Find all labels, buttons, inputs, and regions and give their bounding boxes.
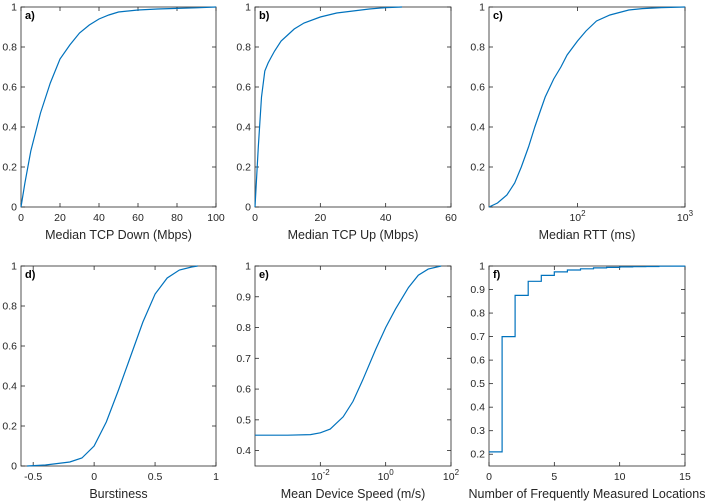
axes-box xyxy=(488,6,686,208)
x-axis-label: Median RTT (ms) xyxy=(539,228,636,242)
y-tick-label: 0.3 xyxy=(470,425,485,437)
y-tick-label: 0.8 xyxy=(236,42,251,54)
y-tick-label: 0.2 xyxy=(2,421,17,433)
x-tick-label: 40 xyxy=(93,212,105,224)
y-tick-label: 0.9 xyxy=(470,284,485,296)
axes-box xyxy=(20,265,217,467)
x-tick-label: 0 xyxy=(252,212,258,224)
x-tick-label: 100 xyxy=(207,212,225,224)
x-tick-label: 80 xyxy=(171,212,183,224)
y-tick-label: 0.8 xyxy=(470,42,485,54)
panel-letter-label: f) xyxy=(493,269,501,281)
y-tick-label: 0.4 xyxy=(470,122,485,134)
x-tick-label: 5 xyxy=(551,471,557,483)
y-tick-label: 0.5 xyxy=(470,378,485,390)
x-tick-label: 40 xyxy=(380,212,392,224)
panel-d: 0 0.2 0.4 0.6 0.8 1 -0.5 0 0.5 1 Burstiness d) xyxy=(2,261,219,502)
x-tick-label: 60 xyxy=(132,212,144,224)
y-tick-label: 1 xyxy=(245,261,251,273)
y-tick-label: 0.2 xyxy=(2,162,17,174)
panel-letter-label: d) xyxy=(25,269,36,281)
cdf-curve xyxy=(488,6,686,208)
panel-b: 0 0.2 0.4 0.6 0.8 1 0 20 40 60 Median TCP Up (Mbps… xyxy=(236,2,457,243)
cdf-curve xyxy=(489,265,686,453)
x-axis-label: Median TCP Up (Mbps) xyxy=(288,228,419,242)
y-tick-label: 0.7 xyxy=(236,353,251,365)
y-tick-label: 0.8 xyxy=(2,301,17,313)
x-axis-label: Number of Frequently Measured Locations xyxy=(469,487,706,501)
axes-box xyxy=(254,6,452,208)
panel-letter-label: c) xyxy=(493,10,503,22)
x-axis-label: Burstiness xyxy=(89,487,147,501)
y-tick-label: 0.4 xyxy=(2,381,17,393)
panel-letter-label: a) xyxy=(25,10,35,22)
y-tick-label: 0.8 xyxy=(470,308,485,320)
y-tick-label: 0.6 xyxy=(2,82,17,94)
panel-letter-label: b) xyxy=(259,10,270,22)
y-tick-label: 0.2 xyxy=(236,162,251,174)
y-tick-label: 0.4 xyxy=(470,402,485,414)
y-tick-label: 1 xyxy=(11,2,17,14)
x-tick-label: 0.5 xyxy=(148,471,163,483)
axes-box xyxy=(254,265,452,467)
y-tick-label: 0.4 xyxy=(236,122,251,134)
x-axis-label: Mean Device Speed (m/s) xyxy=(281,487,426,501)
x-tick-label: 0 xyxy=(18,212,24,224)
x-tick-label: 0 xyxy=(91,471,97,483)
y-tick-label: 0.5 xyxy=(236,414,251,426)
x-tick-label: 60 xyxy=(445,212,457,224)
y-tick-label: 0.8 xyxy=(2,42,17,54)
panel-e: 0.4 0.5 0.6 0.7 0.8 0.9 1 10-2 100 102 Mean Device… xyxy=(236,261,459,502)
cdf-curve xyxy=(254,6,403,208)
cdf-curve xyxy=(255,265,442,436)
x-axis-label: Median TCP Down (Mbps) xyxy=(45,228,192,242)
axes-box xyxy=(488,265,686,467)
y-tick-label: 0.6 xyxy=(470,82,485,94)
y-tick-label: 0.4 xyxy=(236,445,251,457)
panel-c: 0 0.2 0.4 0.6 0.8 1 102 103 Median RTT (ms) c) xyxy=(470,2,693,243)
x-tick-label: 20 xyxy=(54,212,66,224)
x-tick-label: 10 xyxy=(614,471,626,483)
x-tick-label: 103 xyxy=(677,209,694,224)
y-tick-label: 0.6 xyxy=(2,341,17,353)
y-tick-label: 0.6 xyxy=(236,82,251,94)
y-tick-label: 0 xyxy=(245,202,251,214)
y-tick-label: 0.7 xyxy=(470,331,485,343)
x-tick-label: 102 xyxy=(443,468,460,483)
axes-box xyxy=(20,6,217,208)
x-tick-label: 1 xyxy=(213,471,219,483)
y-tick-label: 1 xyxy=(11,261,17,273)
y-tick-label: 1 xyxy=(479,2,485,14)
y-tick-label: 1 xyxy=(479,261,485,273)
y-tick-label: 0 xyxy=(11,461,17,473)
panel-a: 0 0.2 0.4 0.6 0.8 1 0 20 40 60 80 100 Median TCP Dow… xyxy=(2,2,225,243)
panel-letter-label: e) xyxy=(259,269,269,281)
x-tick-label: 102 xyxy=(569,209,586,224)
y-tick-label: 0 xyxy=(11,202,17,214)
y-tick-label: 0.4 xyxy=(2,122,17,134)
x-tick-label: 100 xyxy=(378,468,395,483)
y-tick-label: 0.9 xyxy=(236,291,251,303)
x-tick-label: -0.5 xyxy=(24,471,42,483)
y-tick-label: 0.6 xyxy=(236,384,251,396)
y-tick-label: 0.2 xyxy=(470,449,485,461)
x-tick-label: 0 xyxy=(486,471,492,483)
y-tick-label: 0.8 xyxy=(236,322,251,334)
cdf-curve xyxy=(20,6,217,208)
y-tick-label: 0.6 xyxy=(470,355,485,367)
y-tick-label: 1 xyxy=(245,2,251,14)
x-tick-label: 15 xyxy=(679,471,691,483)
x-tick-label: 10-2 xyxy=(311,468,330,483)
y-tick-label: 0 xyxy=(479,202,485,214)
x-tick-label: 20 xyxy=(314,212,326,224)
y-tick-label: 0.2 xyxy=(470,162,485,174)
cdf-curve xyxy=(27,265,198,467)
